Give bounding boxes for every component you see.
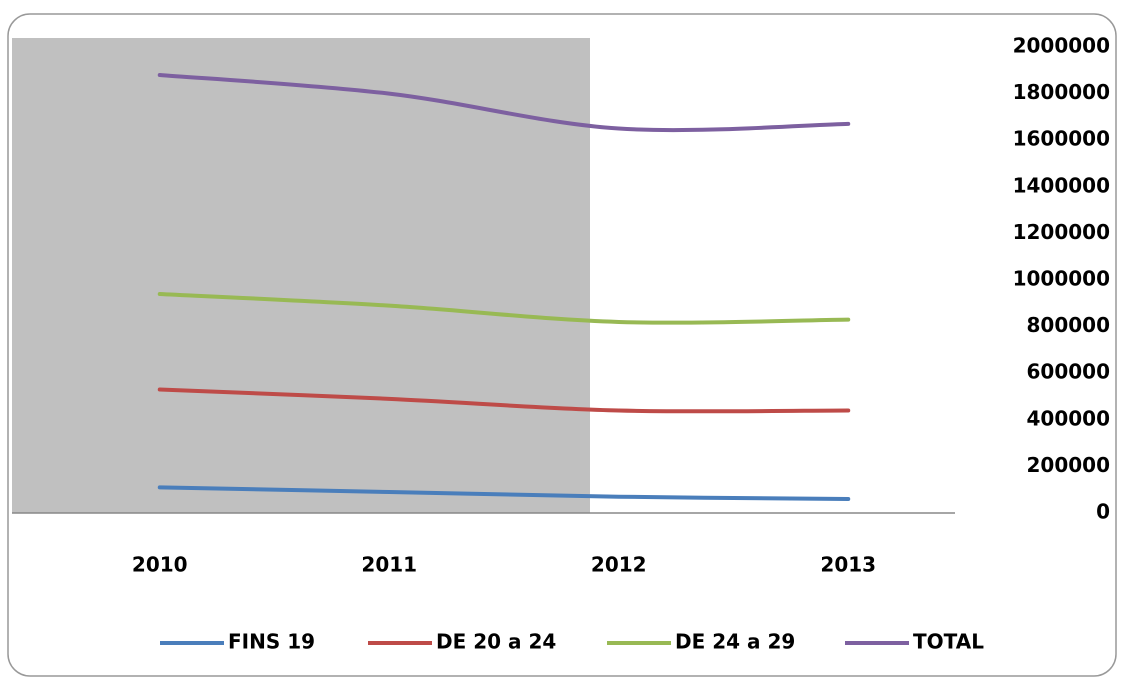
y-tick-label: 1800000 [1013, 80, 1110, 104]
series-line [157, 387, 851, 414]
series-line [157, 291, 851, 325]
y-tick-label: 600000 [1027, 360, 1111, 384]
x-tick-label: 2010 [132, 553, 188, 577]
chart-border [7, 13, 1117, 677]
legend-label: DE 24 a 29 [675, 630, 795, 654]
y-tick-label: 800000 [1027, 313, 1111, 337]
y-tick-label: 1200000 [1013, 220, 1110, 244]
x-tick-label: 2013 [820, 553, 876, 577]
shaded-region [12, 38, 590, 513]
y-tick-label: 0 [1096, 500, 1110, 524]
series-line [157, 485, 851, 502]
legend-label: DE 20 a 24 [436, 630, 556, 654]
legend-label: TOTAL [913, 630, 984, 654]
y-tick-label: 2000000 [1013, 34, 1110, 58]
y-tick-label: 400000 [1027, 406, 1111, 430]
x-tick-label: 2012 [591, 553, 647, 577]
y-tick-label: 1400000 [1013, 173, 1110, 197]
series-line [157, 72, 851, 133]
x-tick-label: 2011 [361, 553, 417, 577]
legend-label: FINS 19 [228, 630, 315, 654]
y-tick-label: 1600000 [1013, 127, 1110, 151]
y-tick-label: 200000 [1027, 453, 1111, 477]
y-tick-label: 1000000 [1013, 267, 1110, 291]
